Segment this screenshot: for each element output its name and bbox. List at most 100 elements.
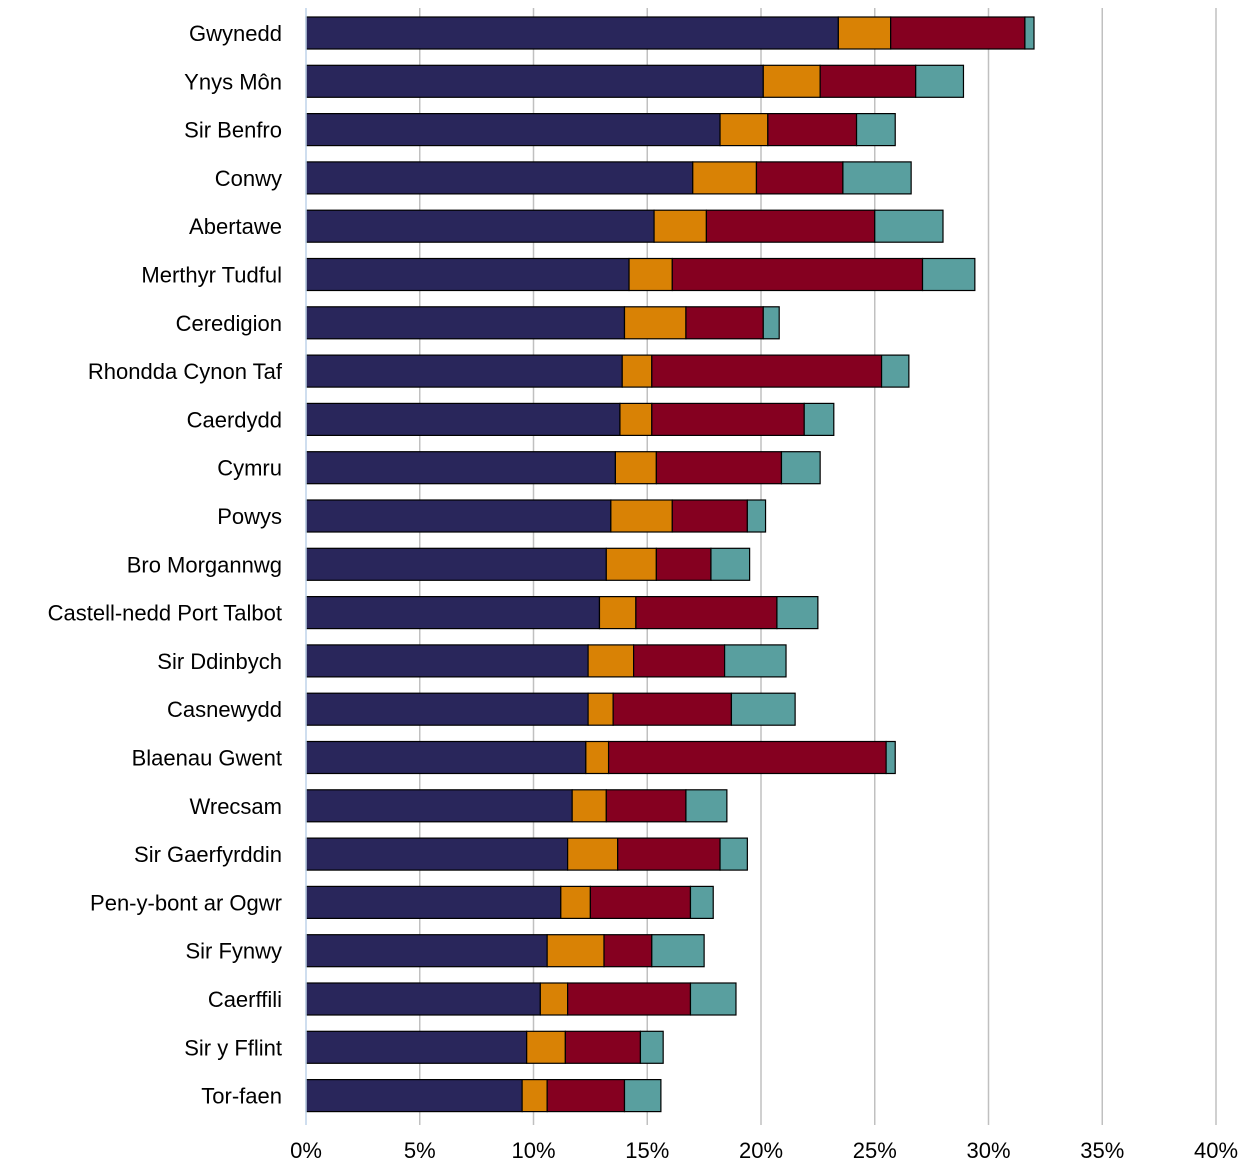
category-label: Caerffili <box>208 987 282 1012</box>
bar-segment-series-4 <box>803 402 835 436</box>
bar-row <box>305 692 796 726</box>
x-tick-label: 10% <box>511 1138 555 1159</box>
bar-segment-series-3 <box>685 306 764 340</box>
bar-segment-series-2 <box>837 16 892 50</box>
category-label: Blaenau Gwent <box>132 746 282 771</box>
bar-segment-series-3 <box>705 209 876 243</box>
bar-segment-series-2 <box>762 64 821 98</box>
bar-segment-series-3 <box>589 885 692 920</box>
bar-segment-series-2 <box>539 982 569 1016</box>
x-tick-label: 5% <box>404 1138 436 1159</box>
category-label: Cymru <box>217 456 282 481</box>
x-tick-label: 35% <box>1080 1138 1124 1159</box>
category-label: Ceredigion <box>176 311 282 336</box>
bar-segment-series-2 <box>521 1078 548 1113</box>
bar-segment-series-1 <box>305 209 655 243</box>
bar-segment-series-1 <box>305 354 623 388</box>
bar-segment-series-1 <box>305 692 589 726</box>
bar-segment-series-4 <box>639 1030 664 1064</box>
category-label: Caerdydd <box>187 407 282 432</box>
category-label: Sir y Fflint <box>184 1035 282 1060</box>
category-labels: Gwynedd Ynys Môn Sir Benfro Conwy Abertawe Me… <box>48 21 283 1109</box>
bar-segment-series-2 <box>628 257 673 292</box>
bar-row <box>305 595 819 630</box>
bar-segment-series-2 <box>526 1030 566 1064</box>
bar-segment-series-4 <box>710 547 751 581</box>
bar-segment-series-1 <box>305 16 839 50</box>
bar-segment-series-3 <box>819 64 917 98</box>
bar-segment-series-3 <box>612 692 733 726</box>
bar-segment-series-3 <box>603 934 653 968</box>
bar-segment-series-1 <box>305 595 601 630</box>
bar-segment-series-1 <box>305 982 541 1016</box>
bar-segment-series-3 <box>755 161 844 195</box>
category-label: Tor-faen <box>201 1084 282 1109</box>
bar-row <box>305 257 976 292</box>
bar-segment-series-1 <box>305 306 626 340</box>
bar-segment-series-3 <box>671 499 748 533</box>
bar-segment-series-4 <box>874 209 944 243</box>
bar-segment-series-4 <box>730 692 796 726</box>
bar-segment-series-3 <box>605 789 687 823</box>
bar-segment-series-2 <box>719 112 769 147</box>
bar-segment-series-3 <box>632 644 726 678</box>
bar-segment-series-4 <box>719 837 748 871</box>
bar-row <box>305 354 910 388</box>
bar-row <box>305 16 1035 50</box>
bar-row <box>305 451 821 485</box>
bar-segment-series-1 <box>305 499 612 533</box>
bar-segment-series-2 <box>623 306 687 340</box>
bar-segment-series-3 <box>890 16 1026 50</box>
x-tick-label: 40% <box>1194 1138 1238 1159</box>
bar-row <box>305 64 965 98</box>
bar-segment-series-4 <box>651 934 705 968</box>
bar-segment-series-3 <box>767 112 858 147</box>
bar-segment-series-4 <box>723 644 787 678</box>
bar-row <box>305 644 787 678</box>
bar-segment-series-2 <box>605 547 657 581</box>
bar-segment-series-4 <box>1024 16 1035 50</box>
bar-segment-series-2 <box>587 692 614 726</box>
bar-segment-series-4 <box>689 885 714 920</box>
bar-segment-series-1 <box>305 789 573 823</box>
category-label: Rhondda Cynon Taf <box>88 359 283 384</box>
bar-segment-series-4 <box>623 1078 662 1113</box>
category-label: Castell-nedd Port Talbot <box>48 601 282 626</box>
bar-segment-series-4 <box>776 595 819 630</box>
x-tick-label: 0% <box>290 1138 322 1159</box>
category-label: Casnewydd <box>167 697 282 722</box>
bar-segment-series-1 <box>305 64 764 98</box>
category-label: Wrecsam <box>190 794 283 819</box>
bar-segment-series-4 <box>855 112 896 147</box>
bar-segment-series-2 <box>560 885 591 920</box>
x-tick-label: 30% <box>966 1138 1010 1159</box>
bar-segment-series-2 <box>546 934 605 968</box>
bar-segment-series-4 <box>762 306 780 340</box>
bar-segment-series-3 <box>655 547 712 581</box>
bar-segment-series-1 <box>305 161 694 195</box>
bar-segment-series-3 <box>546 1078 626 1113</box>
bar-segment-series-1 <box>305 740 587 775</box>
bar-segment-series-3 <box>564 1030 642 1064</box>
bar-segment-series-3 <box>655 451 783 485</box>
bar-segment-series-1 <box>305 402 621 436</box>
bar-row <box>305 934 705 968</box>
bar-segment-series-3 <box>671 257 924 292</box>
bar-segment-series-2 <box>610 499 673 533</box>
bar-row <box>305 209 944 243</box>
bar-segment-series-4 <box>880 354 910 388</box>
bar-segment-series-1 <box>305 1078 523 1113</box>
bar-segment-series-4 <box>780 451 821 485</box>
bar-segment-series-1 <box>305 257 630 292</box>
bar-segment-series-4 <box>921 257 976 292</box>
bar-segment-series-2 <box>619 402 653 436</box>
category-label: Pen-y-bont ar Ogwr <box>90 890 282 915</box>
bar-row <box>305 982 737 1016</box>
x-tick-label: 25% <box>853 1138 897 1159</box>
bar-segment-series-2 <box>598 595 637 630</box>
bar-segment-series-4 <box>915 64 965 98</box>
bar-row <box>305 1030 664 1064</box>
x-tick-label: 15% <box>625 1138 669 1159</box>
bar-segment-series-1 <box>305 837 569 871</box>
